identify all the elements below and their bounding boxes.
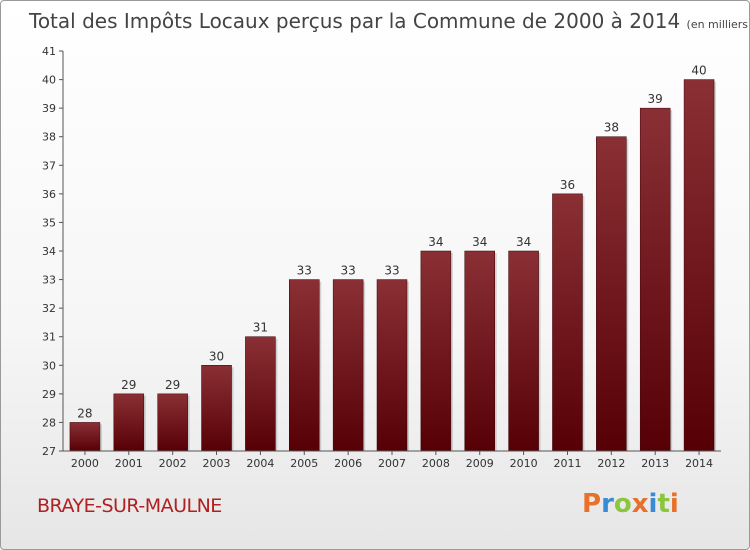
bar-value-label: 33 [384,264,399,278]
chart-title-main: Total des Impôts Locaux perçus par la Co… [28,9,680,33]
bar-group: 33 [289,264,322,452]
bar-group: 36 [552,178,585,452]
brand-letter: r [601,489,614,519]
x-tick-label: 2013 [641,457,669,470]
bar-value-label: 28 [77,406,92,420]
bar [289,279,320,452]
brand-letter: x [631,489,649,519]
bar [552,193,583,452]
y-tick-label: 37 [42,159,56,172]
bar-group: 34 [464,235,497,452]
bar-group: 40 [683,64,717,452]
x-tick-label: 2007 [378,457,406,470]
bar-group: 39 [639,92,673,452]
bar-group: 34 [420,235,453,452]
x-tick-label: 2004 [246,457,274,470]
y-tick-label: 36 [42,188,56,201]
bar [201,365,232,452]
y-tick-label: 35 [42,216,56,229]
y-tick-label: 38 [42,131,56,144]
commune-name: BRAYE-SUR-MAULNE [37,495,222,517]
brand-letter: i [648,489,658,519]
y-tick-label: 41 [42,45,56,58]
bar-value-label: 36 [560,178,575,192]
bar-value-label: 38 [604,121,619,135]
brand-letter: i [669,489,679,519]
y-axis: 27 28 29 30 31 32 33 34 35 36 37 38 39 40 41 [42,45,64,458]
x-tick-label: 2010 [510,457,538,470]
bar-group: 33 [332,264,366,452]
bar-group: 30 [201,349,234,452]
bar-value-label: 39 [648,92,663,106]
y-tick-label: 33 [42,274,56,287]
bar-group: 29 [157,378,190,452]
bar-group: 34 [508,235,541,452]
bar-value-label: 34 [516,235,531,249]
x-tick-label: 2002 [159,457,187,470]
x-tick-label: 2008 [422,457,450,470]
bar-group: 28 [69,406,102,452]
bar-value-label: 34 [472,235,487,249]
x-tick-label: 2012 [597,457,625,470]
bar [508,250,539,452]
x-tick-label: 2005 [290,457,318,470]
bar [596,136,627,452]
y-tick-label: 34 [42,245,56,258]
bar [683,79,715,452]
bar [464,250,495,452]
y-tick-label: 32 [42,302,56,315]
bar [420,250,452,452]
x-axis: 2000 2001 2002 2003 2004 2005 2006 2007 2008 2009… [63,450,721,470]
y-tick-label: 28 [42,416,56,429]
bar-group: 38 [596,121,629,452]
y-tick-label: 40 [42,74,56,87]
x-tick-label: 2009 [466,457,494,470]
bar [332,279,364,452]
proxiti-logo[interactable]: Proxiti [582,489,679,519]
bar [639,107,671,452]
bar-value-label: 29 [121,378,136,392]
bar-group: 31 [245,321,278,452]
bar-group: 33 [376,264,409,452]
bar [157,393,188,452]
x-tick-label: 2003 [203,457,231,470]
bar-value-label: 33 [297,264,312,278]
y-tick-label: 29 [42,388,56,401]
bar [245,336,276,452]
bar [376,279,408,452]
bar-value-label: 40 [691,64,706,78]
chart-title: Total des Impôts Locaux perçus par la Co… [28,9,750,33]
bar [69,422,101,452]
y-tick-label: 31 [42,331,56,344]
y-tick-label: 30 [42,359,56,372]
x-tick-label: 2000 [71,457,99,470]
x-tick-label: 2011 [553,457,581,470]
y-tick-label: 27 [42,445,56,458]
bar-value-label: 31 [253,321,268,335]
chart-subtitle: (en milliers d'€) [687,18,750,31]
brand-letter: P [582,489,602,519]
bars: 28 29 29 30 31 33 33 33 34 34 34 36 38 39 40 [69,64,717,452]
brand-letter: t [657,489,670,519]
y-tick-label: 39 [42,102,56,115]
bar-value-label: 33 [340,264,355,278]
x-tick-label: 2006 [334,457,362,470]
x-tick-label: 2001 [115,457,143,470]
brand-letter: o [613,489,632,519]
x-tick-label: 2014 [685,457,713,470]
bar [113,393,145,452]
bar-value-label: 29 [165,378,180,392]
bar-group: 29 [113,378,146,452]
bar-value-label: 34 [428,235,443,249]
bar-value-label: 30 [209,349,224,363]
